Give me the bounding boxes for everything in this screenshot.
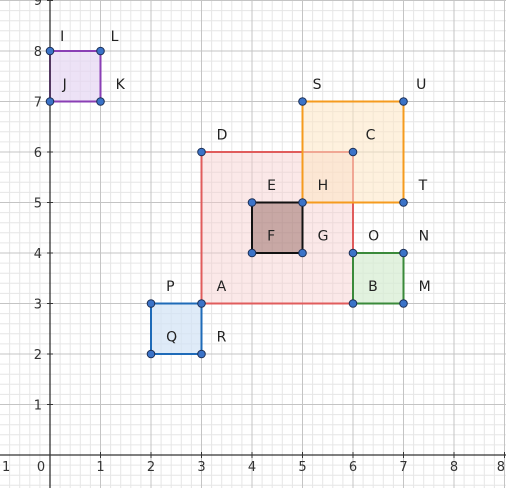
point-label-M: M — [419, 279, 431, 295]
point-label-U: U — [416, 77, 426, 93]
point-marker[interactable] — [348, 147, 358, 157]
point-marker[interactable] — [399, 299, 408, 308]
point-marker[interactable] — [197, 299, 206, 308]
y-tick-label: 3 — [34, 298, 42, 313]
x-tick-label: 1 — [2, 460, 10, 475]
y-tick-label: 2 — [34, 348, 42, 363]
point-label-P: P — [166, 279, 174, 295]
point-marker[interactable] — [197, 349, 206, 359]
point-marker[interactable] — [399, 97, 408, 106]
point-marker[interactable] — [146, 299, 156, 308]
point-label-L: L — [111, 29, 119, 45]
point-marker[interactable] — [298, 97, 307, 106]
point-label-T: T — [418, 178, 428, 194]
point-labels: I L J K S U D C E H T F G O N P A B M Q R — [60, 29, 431, 345]
point-marker[interactable] — [96, 97, 105, 106]
point-label-Q: Q — [166, 329, 177, 345]
x-tick-label: 3 — [197, 460, 205, 475]
point-marker[interactable] — [348, 248, 358, 258]
x-tick-label: 8 — [450, 460, 458, 475]
x-tick-label: 1 — [96, 460, 104, 475]
x-tick-label: 0 — [37, 460, 45, 475]
point-label-I: I — [60, 29, 64, 45]
square-purple[interactable] — [49, 50, 102, 103]
y-tick-label: 4 — [34, 247, 42, 262]
point-marker[interactable] — [348, 299, 358, 308]
point-label-J: J — [62, 77, 67, 93]
point-label-H: H — [318, 178, 329, 194]
point-marker[interactable] — [45, 97, 55, 106]
y-tick-label: 6 — [34, 146, 42, 161]
point-marker[interactable] — [247, 198, 257, 207]
point-label-E: E — [267, 178, 276, 194]
point-marker[interactable] — [298, 198, 307, 207]
point-label-A: A — [217, 279, 227, 295]
y-tick-label: 9 — [34, 0, 42, 9]
point-label-N: N — [419, 228, 429, 244]
x-tick-label: 4 — [248, 460, 256, 475]
point-marker[interactable] — [247, 248, 257, 258]
point-marker[interactable] — [399, 248, 408, 258]
point-marker[interactable] — [146, 349, 156, 359]
point-label-F: F — [267, 228, 275, 244]
point-marker[interactable] — [197, 147, 206, 157]
x-tick-label: 8 — [497, 460, 505, 475]
square-black[interactable] — [251, 201, 304, 254]
point-label-B: B — [368, 279, 378, 295]
x-tick-label: 2 — [147, 460, 155, 475]
point-label-K: K — [116, 77, 126, 93]
point-label-C: C — [366, 127, 376, 143]
x-tick-label: 5 — [298, 460, 306, 475]
y-tick-labels: 9 8 7 6 5 4 3 2 1 — [34, 0, 42, 414]
x-tick-labels: 1 0 1 2 3 4 5 6 7 8 8 — [2, 460, 505, 475]
point-label-G: G — [318, 228, 329, 244]
point-label-S: S — [313, 77, 322, 93]
x-tick-label: 6 — [349, 460, 357, 475]
points-layer — [45, 46, 408, 359]
y-tick-label: 7 — [34, 96, 42, 111]
y-tick-label: 5 — [34, 197, 42, 212]
x-tick-label: 7 — [399, 460, 407, 475]
y-tick-label: 8 — [34, 45, 42, 60]
point-marker[interactable] — [399, 198, 408, 207]
point-label-R: R — [217, 329, 227, 345]
point-marker[interactable] — [96, 46, 105, 56]
point-label-O: O — [368, 228, 379, 244]
point-marker[interactable] — [45, 46, 55, 56]
shapes-layer — [49, 50, 405, 355]
point-label-D: D — [217, 127, 228, 143]
y-tick-label: 1 — [34, 399, 42, 414]
point-marker[interactable] — [298, 248, 307, 258]
square-green[interactable] — [352, 252, 405, 305]
